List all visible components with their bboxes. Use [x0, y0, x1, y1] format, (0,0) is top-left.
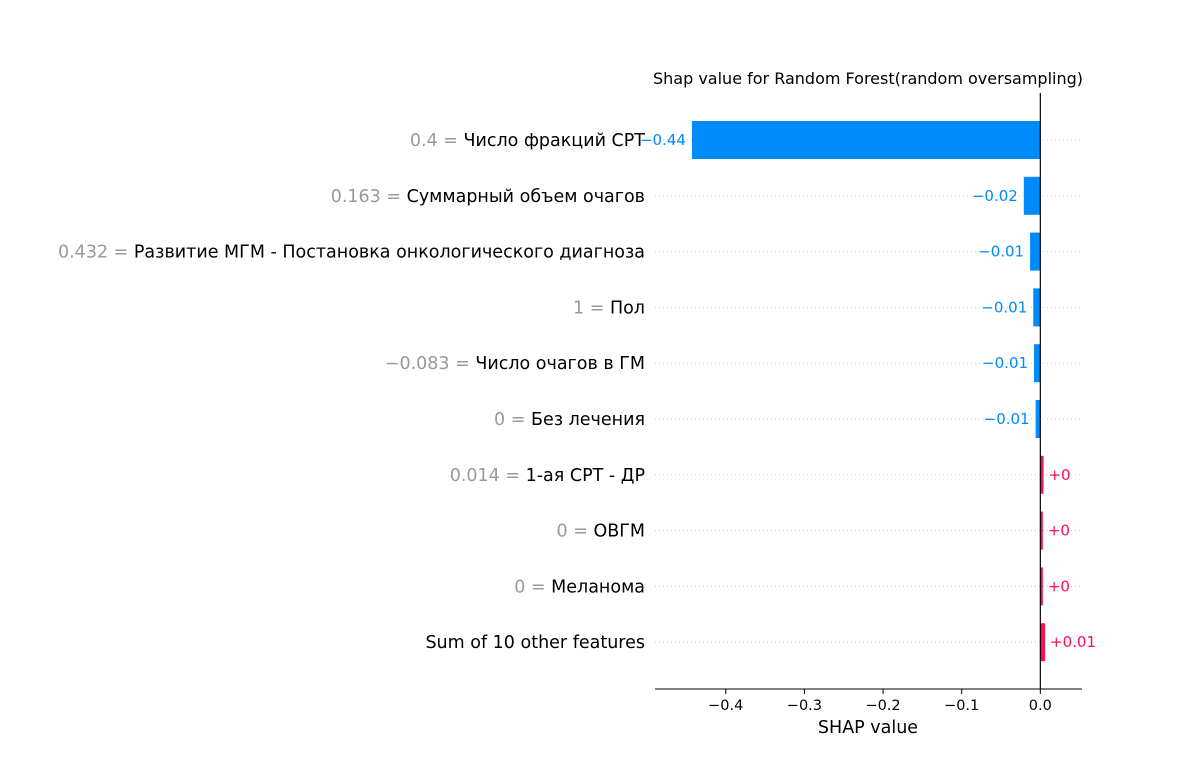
shap-bar	[1040, 567, 1043, 606]
x-axis: −0.4 −0.3 −0.2 −0.1 0.0	[655, 93, 1082, 714]
shap-bar	[1034, 344, 1041, 383]
feature-label: 0.163 = Суммарный объем очагов	[331, 187, 645, 207]
bar-value-label: −0.01	[981, 298, 1027, 316]
chart-title: Shap value for Random Forest(random over…	[653, 69, 1083, 88]
bar-value-label: −0.01	[982, 354, 1028, 372]
gridlines	[655, 139, 1082, 643]
x-tick-label: 0.0	[1029, 698, 1052, 714]
feature-label: 0 = Меланома	[514, 577, 645, 597]
shap-bar	[1035, 400, 1041, 438]
x-tick-label: −0.3	[787, 698, 822, 714]
feature-label: 1 = Пол	[573, 298, 645, 318]
bar-value-label: +0.01	[1050, 633, 1096, 651]
feature-name: 1-ая СРТ - ДР	[526, 466, 645, 486]
feature-name: Число фракций СРТ	[464, 131, 646, 151]
x-tick-label: −0.2	[865, 698, 900, 714]
bar-value-label: +0	[1048, 466, 1070, 484]
x-tick-label: −0.1	[944, 698, 979, 714]
shap-bar	[1040, 623, 1046, 662]
feature-name: ОВГМ	[593, 522, 645, 542]
shap-bar	[1023, 176, 1041, 215]
x-axis-title: SHAP value	[818, 718, 918, 738]
feature-labels: 0.4 = Число фракций СРТ 0.163 = Суммарный…	[58, 131, 645, 653]
feature-value: 0.4 =	[410, 131, 464, 151]
feature-label: Sum of 10 other features	[425, 633, 645, 653]
feature-label: 0.4 = Число фракций СРТ	[410, 131, 645, 151]
feature-name: Без лечения	[531, 410, 645, 430]
bar-value-label: +0	[1048, 522, 1070, 540]
shap-bar	[1040, 511, 1043, 550]
shap-bar	[1040, 455, 1044, 494]
shap-bar	[1033, 288, 1041, 327]
bar-value-label: −0.44	[640, 131, 686, 149]
feature-value: 0 =	[514, 577, 551, 597]
shap-bar	[1030, 232, 1041, 271]
feature-label: −0.083 = Число очагов в ГМ	[385, 354, 645, 374]
feature-name: Число очагов в ГМ	[475, 354, 645, 374]
feature-name: Sum of 10 other features	[425, 633, 645, 653]
feature-value: −0.083 =	[385, 354, 476, 374]
feature-name: Суммарный объем очагов	[407, 187, 645, 207]
feature-value: 0 =	[557, 522, 594, 542]
feature-value: 1 =	[573, 298, 610, 318]
bars: −0.44 −0.02 −0.01 −0.01 −0.01 −0.01 +0 +0 +0 +0.0…	[640, 121, 1096, 662]
feature-value: 0 =	[494, 410, 531, 430]
feature-value: 0.014 =	[450, 466, 526, 486]
feature-label: 0 = Без лечения	[494, 410, 645, 430]
feature-value: 0.163 =	[331, 187, 407, 207]
feature-value: 0.432 =	[58, 243, 134, 263]
bar-value-label: −0.01	[978, 243, 1024, 261]
bar-value-label: +0	[1048, 577, 1070, 595]
feature-name: Развитие МГМ - Постановка онкологическог…	[134, 243, 645, 263]
feature-label: 0 = ОВГМ	[557, 522, 646, 542]
shap-bar	[691, 121, 1041, 159]
feature-label: 0.432 = Развитие МГМ - Постановка онколо…	[58, 243, 645, 263]
x-tick-label: −0.4	[708, 698, 743, 714]
feature-label: 0.014 = 1-ая СРТ - ДР	[450, 466, 645, 486]
feature-name: Меланома	[551, 577, 645, 597]
feature-name: Пол	[610, 298, 645, 318]
bar-value-label: −0.02	[972, 187, 1018, 205]
bar-value-label: −0.01	[984, 410, 1030, 428]
